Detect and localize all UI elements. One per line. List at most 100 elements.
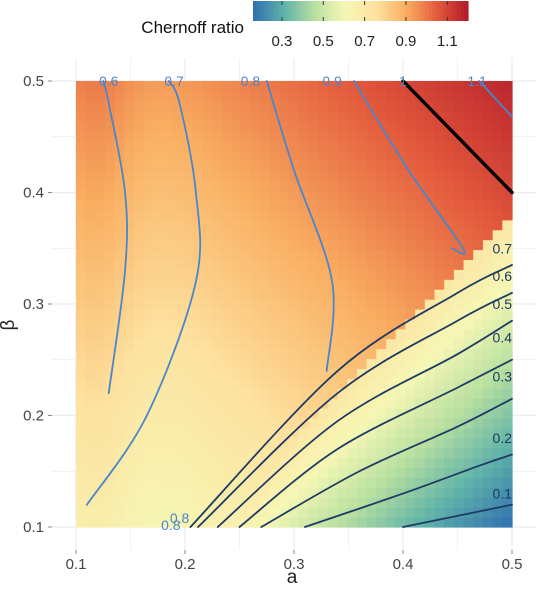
heatmap-cell bbox=[327, 328, 339, 340]
heatmap-cell bbox=[386, 199, 397, 211]
heatmap-cell bbox=[434, 219, 445, 231]
heatmap-cell bbox=[124, 289, 135, 300]
heatmap-cell bbox=[231, 90, 242, 102]
heatmap-cell bbox=[76, 190, 87, 201]
heatmap-cell bbox=[192, 308, 203, 320]
heatmap-cell bbox=[114, 477, 126, 488]
heatmap-cell bbox=[192, 398, 203, 409]
heatmap-cell bbox=[405, 180, 416, 191]
heatmap-cell bbox=[318, 120, 329, 132]
heatmap-cell bbox=[463, 348, 474, 360]
heatmap-cell bbox=[502, 130, 513, 142]
heatmap-cell bbox=[424, 219, 436, 231]
heatmap-cell bbox=[434, 289, 445, 300]
heatmap-cell bbox=[376, 467, 387, 479]
heatmap-cell bbox=[405, 368, 416, 379]
heatmap-cell bbox=[308, 427, 319, 439]
heatmap-cell bbox=[298, 90, 310, 102]
heatmap-cell bbox=[502, 417, 513, 429]
heatmap-cell bbox=[376, 180, 387, 191]
heatmap-cell bbox=[221, 487, 232, 498]
heatmap-cell bbox=[444, 457, 455, 469]
heatmap-cell bbox=[201, 289, 213, 300]
legend-color-step bbox=[446, 1, 451, 21]
heatmap-cell bbox=[289, 388, 300, 399]
heatmap-cell bbox=[482, 408, 494, 419]
heatmap-cell bbox=[482, 269, 494, 280]
heatmap-cell bbox=[395, 170, 407, 181]
legend-color-step bbox=[274, 1, 279, 21]
heatmap-cell bbox=[153, 318, 164, 330]
heatmap-cell bbox=[434, 308, 445, 320]
heatmap-cell bbox=[269, 219, 281, 231]
heatmap-cell bbox=[434, 249, 445, 260]
heatmap-cell bbox=[221, 318, 232, 330]
heatmap-cell bbox=[327, 249, 339, 260]
heatmap-cell bbox=[502, 279, 513, 290]
heatmap-cell bbox=[269, 81, 281, 92]
heatmap-cell bbox=[240, 120, 251, 132]
heatmap-cell bbox=[231, 140, 242, 151]
heatmap-cell bbox=[492, 497, 503, 508]
heatmap-cell bbox=[434, 170, 445, 181]
legend-color-step bbox=[382, 1, 387, 21]
heatmap-cell bbox=[172, 180, 184, 191]
heatmap-cell bbox=[172, 338, 184, 350]
heatmap-cell bbox=[114, 289, 126, 300]
heatmap-cell bbox=[308, 477, 319, 488]
heatmap-cell bbox=[163, 517, 174, 528]
heatmap-cell bbox=[269, 90, 281, 102]
legend-tick-label: 0.7 bbox=[354, 33, 375, 50]
heatmap-cell bbox=[318, 477, 329, 488]
heatmap-cell bbox=[240, 487, 251, 498]
legend-color-step bbox=[299, 1, 304, 21]
heatmap-cell bbox=[221, 140, 232, 151]
heatmap-cell bbox=[250, 90, 261, 102]
heatmap-cell bbox=[289, 457, 300, 469]
heatmap-cell bbox=[356, 249, 368, 260]
heatmap-cell bbox=[279, 457, 290, 469]
heatmap-cell bbox=[250, 358, 261, 370]
heatmap-cell bbox=[376, 259, 387, 270]
heatmap-cell bbox=[279, 477, 290, 488]
heatmap-cell bbox=[492, 100, 503, 112]
heatmap-cell bbox=[269, 447, 281, 459]
heatmap-cell bbox=[95, 120, 106, 132]
heatmap-cell bbox=[192, 279, 203, 290]
heatmap-cell bbox=[386, 269, 397, 280]
heatmap-cell bbox=[163, 279, 174, 290]
heatmap-cell bbox=[502, 368, 513, 379]
legend-tick-label: 0.3 bbox=[272, 33, 293, 50]
heatmap-cell bbox=[134, 90, 145, 102]
heatmap-cell bbox=[114, 388, 126, 399]
heatmap-cell bbox=[240, 497, 251, 508]
heatmap-cell bbox=[134, 437, 145, 449]
heatmap-cell bbox=[434, 279, 445, 290]
heatmap-cell bbox=[337, 388, 348, 399]
heatmap-cell bbox=[453, 130, 465, 142]
heatmap-cell bbox=[386, 150, 397, 161]
heatmap-cell bbox=[231, 328, 242, 340]
heatmap-cell bbox=[231, 299, 242, 310]
heatmap-cell bbox=[114, 467, 126, 479]
heatmap-cell bbox=[376, 517, 387, 528]
heatmap-cell bbox=[95, 378, 106, 389]
heatmap-cell bbox=[260, 219, 271, 231]
heatmap-cell bbox=[76, 437, 87, 449]
heatmap-cell bbox=[337, 81, 348, 92]
heatmap-cell bbox=[356, 308, 368, 320]
heatmap-cell bbox=[114, 398, 126, 409]
heatmap-cell bbox=[124, 249, 135, 260]
heatmap-cell bbox=[444, 408, 455, 419]
contour-line bbox=[86, 80, 202, 506]
heatmap-cell bbox=[76, 249, 87, 260]
heatmap-cell bbox=[356, 378, 368, 389]
heatmap-cell bbox=[250, 160, 261, 171]
heatmap-cell bbox=[211, 517, 222, 528]
heatmap-cell bbox=[105, 417, 116, 429]
heatmap-cell bbox=[289, 160, 300, 171]
heatmap-cell bbox=[105, 427, 116, 439]
heatmap-cell bbox=[240, 269, 251, 280]
heatmap-cell bbox=[492, 170, 503, 181]
heatmap-cell bbox=[279, 209, 290, 221]
